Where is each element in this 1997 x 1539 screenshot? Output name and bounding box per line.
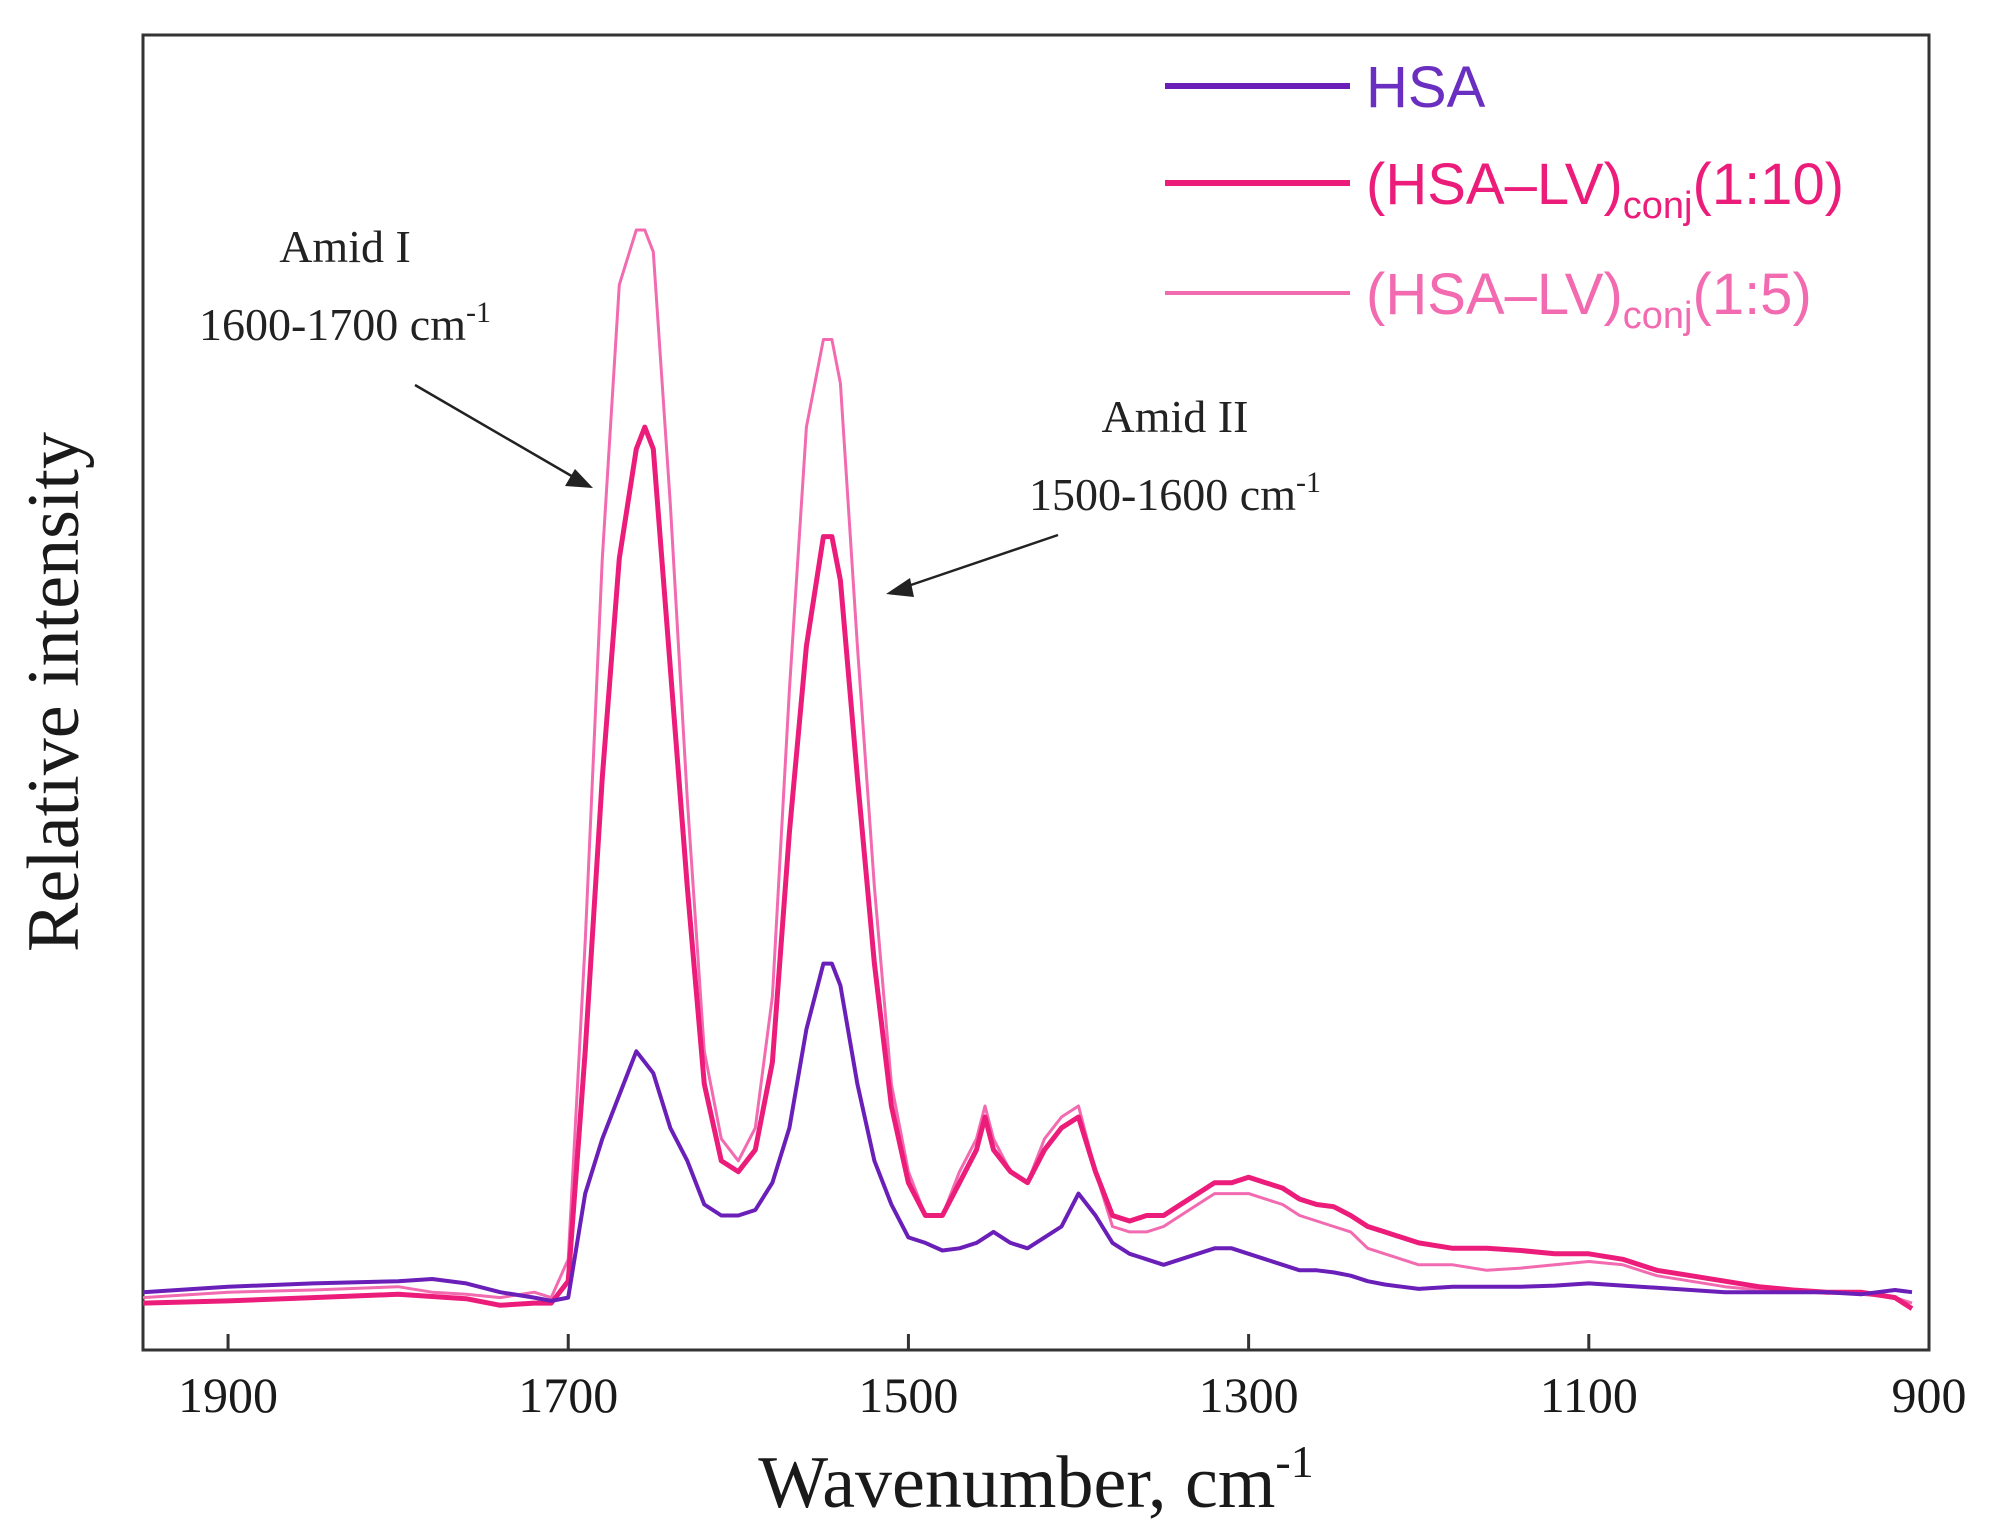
legend-item-hsa: HSA [1165,55,1486,120]
legend-item-conj-1-5: (HSA–LV)conj(1:5) [1165,262,1812,337]
annotation-amid-1: Amid I 1600-1700 cm-1 [199,221,593,488]
annotation-amid-2-range: 1500-1600 cm-1 [1029,466,1321,520]
annotation-amid-1-range-sup: -1 [466,296,491,329]
annotation-amid-1-range: 1600-1700 cm-1 [199,296,491,350]
series-line-1 [142,424,1914,1311]
annotation-amid-2-range-sup: -1 [1296,466,1321,499]
legend: HSA (HSA–LV)conj(1:10) (HSA–LV)conj(1:5) [1165,55,1844,337]
series-line-0 [142,961,1913,1303]
annotation-amid-2-range-text: 1500-1600 cm [1029,469,1296,520]
x-tick-label: 900 [1892,1367,1967,1423]
y-axis-title: Relative intensity [13,432,95,952]
annotation-amid-2: Amid II 1500-1600 cm-1 [886,391,1321,597]
x-axis-title-sup: -1 [1275,1436,1313,1487]
annotation-amid-1-arrowhead [565,469,593,488]
legend-label-conj-1-10-main: (HSA–LV) [1366,152,1623,217]
legend-label-hsa-main: HSA [1366,55,1486,120]
annotation-amid-2-arrowhead [886,578,914,597]
legend-label-conj-1-10: (HSA–LV)conj(1:10) [1366,152,1844,227]
x-axis-ticks: 1900 1700 1500 1300 1100 900 [178,1334,1967,1423]
plot-frame [141,33,1931,1352]
x-tick-label: 1700 [518,1367,618,1423]
x-axis-title-text: Wavenumber, cm [758,1442,1275,1524]
legend-label-conj-1-5-tail: (1:5) [1693,262,1812,327]
x-tick-label: 1100 [1540,1367,1638,1423]
legend-label-conj-1-10-sub: conj [1623,185,1693,227]
x-axis-title: Wavenumber, cm-1 [758,1436,1313,1524]
legend-label-conj-1-5: (HSA–LV)conj(1:5) [1366,262,1812,337]
legend-label-conj-1-5-main: (HSA–LV) [1366,262,1623,327]
series-line-2 [142,228,1913,1305]
series-layer [142,228,1914,1311]
x-tick-label: 1500 [858,1367,958,1423]
annotation-amid-1-title: Amid I [279,221,411,272]
x-tick-label: 1900 [178,1367,278,1423]
legend-item-conj-1-10: (HSA–LV)conj(1:10) [1165,152,1844,227]
annotation-amid-2-title: Amid II [1102,391,1249,442]
x-tick-label: 1300 [1199,1367,1299,1423]
annotation-amid-2-arrow [904,533,1059,589]
legend-label-conj-1-10-tail: (1:10) [1693,152,1845,217]
legend-label-hsa: HSA [1366,55,1486,120]
annotation-amid-1-arrow [414,383,576,480]
annotation-amid-1-range-text: 1600-1700 cm [199,299,466,350]
legend-label-conj-1-5-sub: conj [1623,295,1693,337]
